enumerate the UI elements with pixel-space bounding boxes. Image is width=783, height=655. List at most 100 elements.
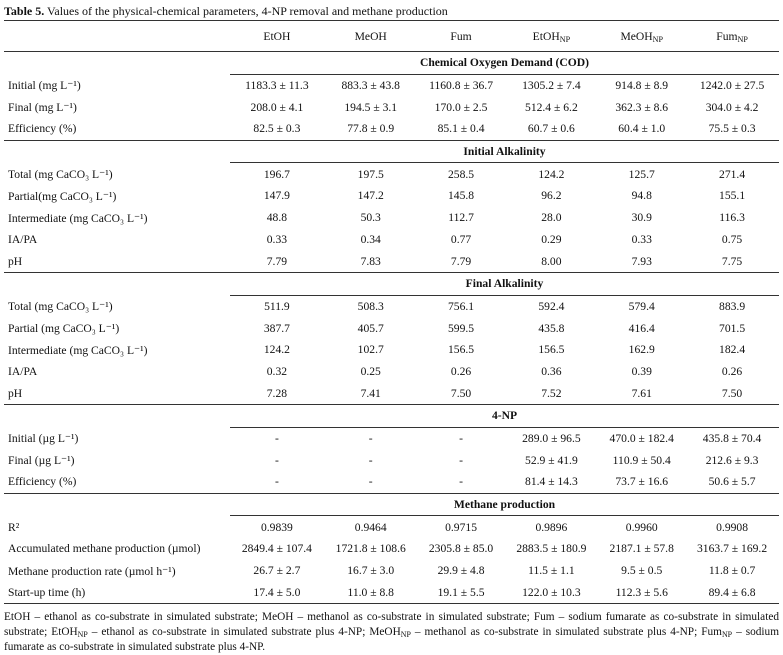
value-cell: 258.5 bbox=[448, 167, 475, 181]
column-header: FumNP bbox=[685, 20, 779, 52]
row-label: Partial(mg CaCO₃ L⁻¹) bbox=[8, 189, 117, 203]
data-row: Accumulated methane production (µmol) 284… bbox=[4, 538, 779, 560]
value-cell: 122.0 ± 10.3 bbox=[522, 585, 581, 599]
value-cell: 599.5 bbox=[448, 321, 475, 335]
value-cell: 194.5 ± 3.1 bbox=[344, 100, 398, 114]
column-subscript: NP bbox=[652, 34, 664, 44]
section-title: Final Alkalinity bbox=[230, 271, 779, 296]
value-cell: 155.1 bbox=[719, 189, 746, 203]
section-row: Final Alkalinity bbox=[4, 271, 779, 296]
value-cell: 0.9839 bbox=[260, 520, 293, 534]
value-cell: - bbox=[274, 432, 279, 446]
value-cell: 1183.3 ± 11.3 bbox=[245, 79, 309, 93]
value-cell: 1242.0 ± 27.5 bbox=[699, 79, 765, 93]
value-cell: 94.8 bbox=[631, 189, 652, 203]
value-cell: 304.0 ± 4.2 bbox=[705, 100, 759, 114]
row-label: Initial (mg L⁻¹) bbox=[8, 79, 81, 93]
value-cell: 0.75 bbox=[721, 232, 743, 246]
data-row: Start-up time (h) 17.4 ± 5.0 11.0 ± 8.8 19.… bbox=[4, 582, 779, 604]
column-header: MeOHNP bbox=[598, 20, 686, 52]
value-cell: 7.52 bbox=[541, 386, 562, 400]
value-cell: - bbox=[368, 453, 373, 467]
table-caption: Table 5. Values of the physical-chemical… bbox=[4, 0, 779, 20]
section-title: 4-NP bbox=[230, 404, 779, 428]
section-row: 4-NP bbox=[4, 404, 779, 428]
data-row: pH 7.79 7.83 7.79 8.00 7.93 7.75 bbox=[4, 250, 779, 272]
value-cell: 77.8 ± 0.9 bbox=[347, 122, 395, 136]
value-cell: 81.4 ± 14.3 bbox=[525, 475, 578, 489]
row-label: Methane production rate (µmol h⁻¹) bbox=[8, 564, 176, 578]
value-cell: 85.1 ± 0.4 bbox=[437, 122, 485, 136]
value-cell: 48.8 bbox=[266, 211, 288, 225]
value-cell: 0.9896 bbox=[535, 520, 568, 534]
value-cell: 0.33 bbox=[631, 232, 652, 246]
value-cell: 170.0 ± 2.5 bbox=[434, 100, 488, 114]
header-row: EtOH MeOH Fum EtOHNP MeOHNP FumNP bbox=[4, 20, 779, 52]
value-cell: 756.1 bbox=[448, 299, 475, 313]
footnote-subscript: NP bbox=[400, 630, 411, 640]
row-label: Partial (mg CaCO₃ L⁻¹) bbox=[8, 322, 120, 336]
row-label: IA/PA bbox=[8, 364, 38, 378]
value-cell: 0.25 bbox=[360, 364, 381, 378]
value-cell: 2187.1 ± 57.8 bbox=[609, 542, 674, 556]
value-cell: 2305.8 ± 85.0 bbox=[428, 542, 494, 556]
value-cell: 592.4 bbox=[538, 299, 565, 313]
value-cell: 0.9960 bbox=[625, 520, 658, 534]
column-header: EtOH bbox=[230, 20, 324, 52]
column-name: MeOH bbox=[354, 29, 387, 43]
row-label: pH bbox=[8, 254, 23, 268]
value-cell: 29.9 ± 4.8 bbox=[437, 564, 485, 578]
value-cell: 3163.7 ± 169.2 bbox=[697, 542, 768, 556]
value-cell: 7.28 bbox=[266, 386, 288, 400]
value-cell: 197.5 bbox=[357, 167, 384, 181]
data-table: EtOH MeOH Fum EtOHNP MeOHNP FumNP Chemical Oxy… bbox=[4, 20, 779, 605]
section-title: Chemical Oxygen Demand (COD) bbox=[230, 51, 779, 75]
value-cell: 1305.2 ± 7.4 bbox=[522, 79, 581, 93]
value-cell: 362.3 ± 8.6 bbox=[615, 100, 669, 114]
section-spacer bbox=[4, 404, 230, 428]
footnote-text: – methanol as co-substrate in simulated … bbox=[410, 626, 722, 639]
value-cell: 289.0 ± 96.5 bbox=[522, 432, 581, 446]
value-cell: 26.7 ± 2.7 bbox=[253, 564, 301, 578]
value-cell: 9.5 ± 0.5 bbox=[621, 564, 663, 578]
header-cell bbox=[4, 20, 230, 52]
value-cell: - bbox=[459, 453, 463, 467]
value-cell: 110.9 ± 50.4 bbox=[612, 453, 671, 467]
section-spacer bbox=[4, 492, 230, 516]
row-label: Total (mg CaCO₃ L⁻¹) bbox=[8, 300, 113, 314]
data-row: pH 7.28 7.41 7.50 7.52 7.61 7.50 bbox=[4, 382, 779, 404]
row-label: Intermediate (mg CaCO₃ L⁻¹) bbox=[8, 211, 148, 225]
value-cell: 156.5 bbox=[538, 343, 565, 357]
section-title: Initial Alkalinity bbox=[230, 139, 779, 164]
value-cell: 147.9 bbox=[263, 189, 290, 203]
value-cell: 1160.8 ± 36.7 bbox=[429, 79, 493, 93]
data-row: Partial(mg CaCO₃ L⁻¹) 147.9 147.2 145.8 96.2… bbox=[4, 185, 779, 207]
section-title: Methane production bbox=[230, 492, 779, 517]
value-cell: 512.4 ± 6.2 bbox=[525, 100, 578, 114]
value-cell: 470.0 ± 182.4 bbox=[609, 432, 674, 446]
section-row: Methane production bbox=[4, 492, 779, 517]
value-cell: 8.00 bbox=[541, 254, 562, 268]
data-row: Initial (µg L⁻¹) - - - 289.0 ± 96.5 470.0 ± 1… bbox=[4, 427, 779, 449]
value-cell: 0.32 bbox=[266, 364, 288, 378]
value-cell: 125.7 bbox=[628, 167, 655, 181]
column-subscript: NP bbox=[737, 34, 748, 44]
row-label: Accumulated methane production (µmol) bbox=[8, 542, 201, 556]
value-cell: 0.26 bbox=[721, 364, 743, 378]
value-cell: 0.9908 bbox=[716, 520, 749, 534]
row-label: pH bbox=[8, 386, 23, 400]
value-cell: 0.34 bbox=[360, 232, 381, 246]
value-cell: 182.4 bbox=[719, 343, 746, 357]
value-cell: 0.29 bbox=[541, 232, 562, 246]
value-cell: 2883.5 ± 180.9 bbox=[516, 542, 587, 556]
value-cell: - bbox=[368, 475, 373, 489]
value-cell: - bbox=[368, 432, 373, 446]
value-cell: 387.7 bbox=[263, 321, 290, 335]
value-cell: 0.26 bbox=[450, 364, 472, 378]
section-row: Chemical Oxygen Demand (COD) bbox=[4, 51, 779, 75]
value-cell: 124.2 bbox=[538, 167, 565, 181]
row-label: Intermediate (mg CaCO₃ L⁻¹) bbox=[8, 343, 148, 357]
value-cell: 7.50 bbox=[450, 386, 472, 400]
section-spacer bbox=[4, 139, 230, 163]
value-cell: 60.7 ± 0.6 bbox=[527, 122, 575, 136]
